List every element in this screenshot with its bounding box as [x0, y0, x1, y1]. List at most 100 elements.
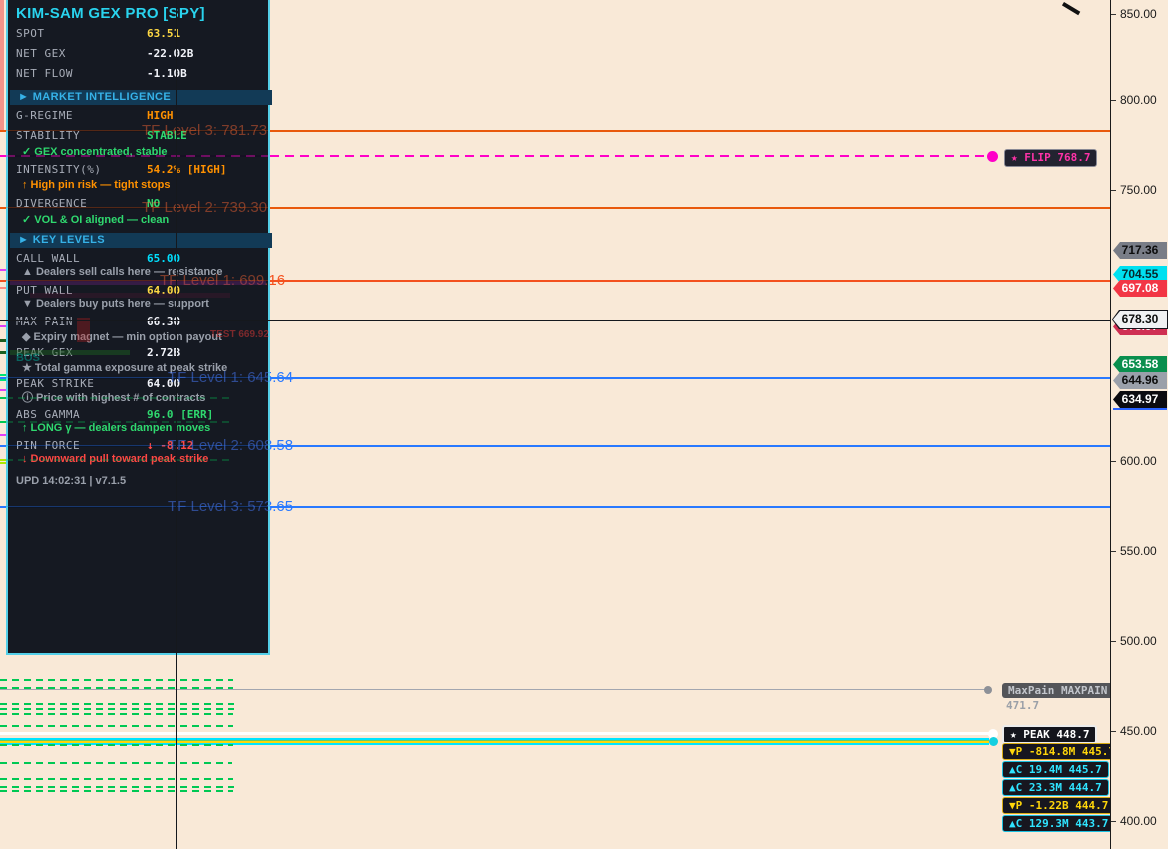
tf-level-2-lower-line: [0, 445, 1110, 447]
dashed-line-ghost: [6, 421, 233, 423]
left-stub: [0, 269, 6, 271]
price-tag-green: 653.58: [1113, 356, 1167, 373]
gex-profile-dashed-line: [0, 679, 233, 681]
line-ghost: [6, 445, 268, 446]
crosshair-price-tag: 678.30: [1113, 311, 1167, 328]
row-label: CALL WALL: [16, 252, 81, 265]
stat-value-net-flow: -1.10B: [147, 67, 187, 80]
row-note: ↑ High pin risk — tight stops: [22, 179, 171, 191]
axis-tick: 750.00: [1111, 182, 1157, 198]
candle-ghost: [10, 281, 266, 285]
row-label: INTENSITY(%): [16, 163, 102, 176]
gex-profile-dashed-line: [0, 744, 233, 746]
row-label: PIN FORCE: [16, 439, 81, 452]
price-tag-gray2: 644.96: [1113, 372, 1167, 389]
peak-line: [0, 732, 989, 735]
flip-price-label[interactable]: ★ FLIP 768.7: [1004, 149, 1098, 167]
gex-profile-dashed-line: [0, 713, 233, 715]
gex-profile-dashed-line: [0, 703, 234, 705]
row-note: ⓘ Price with highest # of contracts: [22, 391, 205, 405]
tf-level-text-ghost: TF Level 3: 573.65: [168, 498, 270, 515]
axis-tick: 550.00: [1111, 543, 1157, 559]
price-tag-red: 697.08: [1113, 280, 1167, 297]
row-value-peak-gex: 2.72B: [147, 346, 181, 359]
gex-profile-dashed-line: [0, 762, 232, 764]
stat-label: NET GEX: [16, 47, 66, 60]
price-tag-black: 634.97: [1113, 391, 1167, 408]
line-ghost: [6, 207, 268, 208]
tf-level-2-upper-line: [0, 207, 1110, 209]
line-ghost: [6, 506, 268, 507]
row-note: ✓ VOL & OI aligned — clean: [22, 214, 170, 226]
peak-price-label[interactable]: ★ PEAK 448.7: [1002, 725, 1098, 744]
test-label-ghost: TEST 669.92: [210, 329, 269, 340]
left-stub: [0, 339, 6, 342]
gex-pro-panel: KIM-SAM GEX PRO [SPY] SPOT 63.51 NET GEX -…: [6, 0, 272, 655]
axis-tick: 850.00: [1111, 6, 1157, 22]
axis-tick: 450.00: [1111, 723, 1157, 739]
price-axis[interactable]: 850.00 800.00 750.00 600.00 550.00 500.0…: [1110, 0, 1168, 849]
row-value-put-wall: 64.00: [147, 284, 181, 297]
row-note: ✓ GEX concentrated, stable: [22, 146, 168, 158]
tf-level-text-ghost: TF Level 1: 645.64: [168, 369, 270, 386]
maxpain-price-label[interactable]: MaxPain MAXPAIN: [1002, 683, 1114, 698]
maxpain-line: [0, 689, 988, 690]
candle-ghost: [30, 293, 230, 298]
line-ghost: [6, 130, 268, 131]
crosshair-vertical: [176, 0, 177, 849]
row-label: PEAK STRIKE: [16, 377, 95, 390]
flip-line-ghost: [6, 155, 268, 157]
call-line-1: [0, 738, 989, 740]
row-note: ↑ LONG γ — dealers dampen moves: [22, 422, 211, 434]
put-gex-label[interactable]: ▼P -1.22B 444.7: [1002, 797, 1116, 814]
left-stub: [0, 397, 6, 399]
row-value-call-wall: 65.00: [147, 252, 181, 265]
panel-title: KIM-SAM GEX PRO [SPY]: [16, 5, 205, 22]
row-label: DIVERGENCE: [16, 197, 88, 210]
tf-level-text-ghost: TF Level 1: 699.16: [160, 272, 270, 289]
axis-tick: 400.00: [1111, 813, 1157, 829]
tf-level-1-upper-line: [0, 280, 1110, 282]
section-header-market-intelligence: ► MARKET INTELLIGENCE: [10, 90, 272, 105]
put-gex-label[interactable]: ▼P -814.8M 445.7: [1002, 743, 1122, 760]
tf-level-3-upper-line: [0, 130, 1110, 132]
left-stub: [0, 389, 6, 391]
crosshair-horizontal: [0, 320, 1110, 321]
dashed-line-ghost: [6, 459, 233, 461]
row-note: ◆ Expiry magnet — min option payout: [22, 331, 222, 343]
price-tag-gray: 717.36: [1113, 242, 1167, 259]
stat-value-net-gex: -22.02B: [147, 47, 194, 60]
call-dot: [989, 737, 998, 746]
candle-ghost: [10, 350, 130, 355]
row-label: G-REGIME: [16, 109, 73, 122]
tf-level-text-ghost: TF Level 3: 781.73: [142, 122, 268, 139]
session-marker: [0, 0, 4, 131]
gex-profile-dashed-line: [0, 778, 233, 780]
tf-level-text-ghost: TF Level 2: 739.30: [142, 199, 268, 216]
panel-footer: UPD 14:02:31 | v7.1.5: [16, 475, 127, 487]
row-value-divergence: NO: [147, 197, 161, 210]
axis-tick: 800.00: [1111, 92, 1157, 108]
flip-dot: [987, 151, 998, 162]
stat-label: NET FLOW: [16, 67, 73, 80]
call-gex-label[interactable]: ▲C 23.3M 444.7: [1002, 779, 1109, 796]
gamma-line: [0, 740, 989, 741]
row-note: ▼ Dealers buy puts here — support: [22, 298, 209, 310]
price-tag-blue-underline: [1113, 408, 1167, 410]
row-value-intensity: 54.2% [HIGH]: [147, 163, 227, 176]
gex-profile-dashed-line: [0, 708, 234, 710]
call-gex-label[interactable]: ▲C 129.3M 443.7: [1002, 815, 1116, 832]
row-note: ▲ Dealers sell calls here — resistance: [22, 266, 223, 278]
peak-dot: [988, 729, 998, 739]
stat-label: SPOT: [16, 27, 45, 40]
axis-tick: 500.00: [1111, 633, 1157, 649]
candle-ghost: [77, 318, 90, 342]
left-stub: [0, 374, 6, 376]
call-gex-label[interactable]: ▲C 19.4M 445.7: [1002, 761, 1109, 778]
line-ghost: [6, 280, 268, 281]
gex-profile-dashed-line: [0, 687, 233, 689]
row-label: STABILITY: [16, 129, 81, 142]
row-value-g-regime: HIGH: [147, 109, 174, 122]
row-note: ↓ Downward pull toward peak strike: [22, 452, 208, 466]
